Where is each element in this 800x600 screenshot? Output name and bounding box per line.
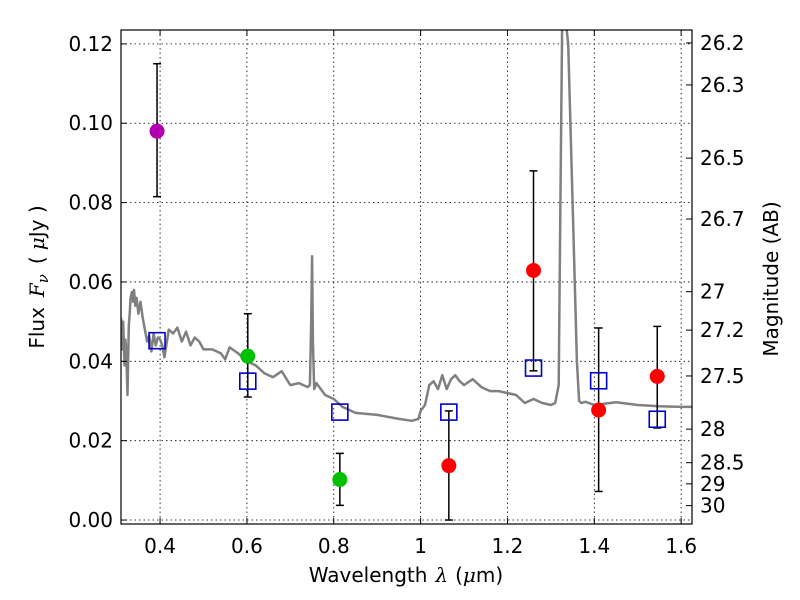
y-tick-label: 0.02 — [68, 429, 113, 453]
magnitude-tick-label: 27 — [700, 280, 725, 304]
y-axis-title-unit-rest: Jy ) — [25, 205, 49, 239]
model-photometry-square — [648, 410, 667, 429]
y-axis-title-subscript: ν — [34, 274, 52, 283]
observed-photometry-point — [441, 458, 457, 474]
magnitude-tick-label: 27.5 — [700, 364, 745, 388]
x-tick-label: 1 — [414, 534, 427, 558]
y-tick-label: 0.08 — [68, 191, 113, 215]
y-axis-title-unit-mu: μ — [25, 237, 49, 250]
magnitude-tick-label: 28 — [700, 417, 725, 441]
model-photometry-square — [331, 403, 349, 421]
model-photometry-square — [148, 331, 166, 350]
x-tick-label: 0.8 — [318, 534, 350, 558]
observed-photometry-point — [240, 348, 256, 364]
y-axis-title-prefix: Flux — [25, 307, 49, 349]
y-axis-title: Flux Fν ( μJy ) — [25, 205, 52, 348]
observed-photometry-point — [591, 402, 607, 418]
magnitude-tick-label: 26.5 — [700, 146, 745, 170]
x-axis-title-prefix: Wavelength — [309, 563, 428, 587]
magnitude-tick-label: 28.5 — [700, 451, 745, 475]
magnitude-axis-title: Magnitude (AB) — [759, 201, 783, 356]
observed-photometry-point — [526, 262, 542, 278]
model-photometry-square — [524, 359, 543, 377]
y-axis-title-unit-open: ( — [25, 256, 49, 264]
x-axis-title-unit-rest: m) — [476, 563, 503, 587]
x-tick-label: 0.6 — [231, 534, 263, 558]
model-photometry-square — [589, 371, 608, 390]
model-photometry-square — [238, 372, 257, 390]
y-tick-label: 0.06 — [68, 270, 113, 294]
observed-photometry-point — [149, 123, 165, 139]
magnitude-tick-label: 26.2 — [700, 31, 745, 55]
observed-photometry-point — [332, 472, 348, 488]
y-axis-ticks: 0.00 0.02 0.04 0.06 0.08 0.10 0.12 — [68, 32, 127, 532]
y-tick-label: 0.10 — [68, 111, 113, 135]
plot-area — [121, 30, 692, 524]
x-axis-title-symbol: λ — [434, 563, 448, 587]
x-axis-title-unit-open: ( — [455, 563, 463, 587]
x-tick-label: 1.4 — [578, 534, 610, 558]
x-axis-title: Wavelength λ (μm) — [309, 563, 503, 587]
grid — [121, 30, 692, 524]
x-tick-label: 1.6 — [665, 534, 697, 558]
model-photometry-points — [148, 331, 667, 429]
y-axis-title-symbol: F — [25, 282, 49, 298]
magnitude-tick-label: 26.3 — [700, 73, 745, 97]
model-spectrum-line — [121, 30, 692, 423]
magnitude-tick-label: 27.2 — [700, 318, 745, 342]
x-tick-label: 0.4 — [144, 534, 176, 558]
x-tick-label: 1.2 — [492, 534, 524, 558]
plot-frame — [120, 29, 693, 525]
observed-photometry-point — [649, 368, 665, 384]
magnitude-tick-label: 29 — [700, 472, 725, 496]
y-tick-label: 0.12 — [68, 32, 113, 56]
observed-photometry-points — [149, 123, 665, 488]
model-photometry-square — [440, 403, 458, 421]
model-spectrum-layer — [121, 30, 692, 423]
magnitude-tick-label: 30 — [700, 494, 725, 518]
y-tick-label: 0.04 — [68, 349, 113, 373]
magnitude-tick-label: 26.7 — [700, 207, 745, 231]
y-tick-label: 0.00 — [68, 508, 113, 532]
x-axis-title-unit-mu: μ — [463, 563, 476, 587]
x-axis-ticks: 0.4 0.6 0.8 1 1.2 1.4 1.6 — [144, 30, 697, 558]
